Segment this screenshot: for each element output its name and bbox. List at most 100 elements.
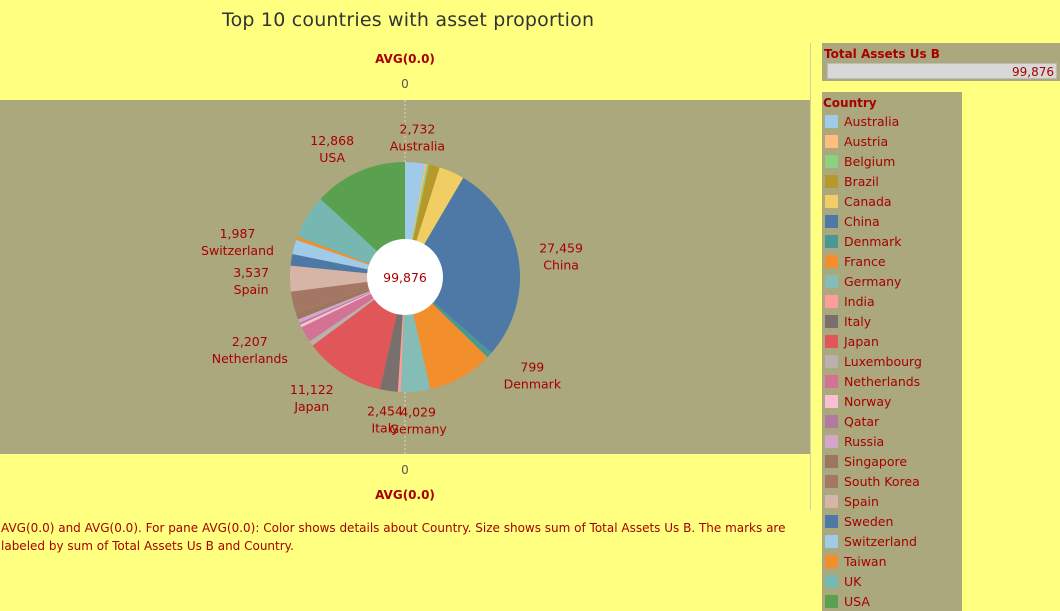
legend-label: China bbox=[844, 213, 880, 229]
legend-swatch bbox=[825, 374, 838, 388]
legend-label: Canada bbox=[844, 193, 892, 209]
legend-item-russia[interactable]: Russia bbox=[825, 433, 884, 449]
legend-item-japan[interactable]: Japan bbox=[825, 333, 879, 349]
legend-label: USA bbox=[844, 593, 870, 609]
slice-value: 3,537 bbox=[233, 265, 269, 280]
legend-swatch bbox=[825, 394, 838, 408]
legend-label: Norway bbox=[844, 393, 892, 409]
legend-swatch bbox=[825, 274, 838, 288]
legend-label: Italy bbox=[844, 313, 872, 329]
legend-label: Russia bbox=[844, 433, 885, 449]
country-legend: Country Australia Austria Belgium Brazil Can… bbox=[822, 92, 962, 611]
legend-swatch bbox=[825, 174, 838, 188]
total-assets-bar: 99,876 bbox=[827, 63, 1057, 79]
legend-swatch bbox=[825, 514, 838, 528]
legend-item-sweden[interactable]: Sweden bbox=[825, 513, 893, 529]
pie-slice-spain[interactable] bbox=[290, 265, 405, 292]
legend-label: Australia bbox=[844, 113, 900, 129]
top-axis-title: AVG(0.0) bbox=[375, 52, 435, 66]
legend-item-austria[interactable]: Austria bbox=[825, 133, 888, 149]
legend-item-italy[interactable]: Italy bbox=[825, 313, 871, 329]
legend-label: India bbox=[844, 293, 875, 309]
slice-country: Denmark bbox=[504, 376, 562, 391]
legend-swatch bbox=[825, 254, 838, 268]
legend-label: Denmark bbox=[844, 233, 902, 249]
legend-label: Luxembourg bbox=[844, 353, 922, 369]
legend-item-spain[interactable]: Spain bbox=[825, 493, 879, 509]
slice-country: Spain bbox=[234, 282, 269, 297]
legend-label: Belgium bbox=[844, 153, 896, 169]
legend-swatch bbox=[825, 234, 838, 248]
slice-country: China bbox=[543, 257, 579, 272]
slice-value: 2,732 bbox=[400, 122, 436, 137]
slice-value: 799 bbox=[520, 359, 544, 374]
legend-swatch bbox=[825, 194, 838, 208]
slice-value: 27,459 bbox=[539, 240, 583, 255]
slice-value: 11,122 bbox=[290, 382, 334, 397]
legend-item-taiwan[interactable]: Taiwan bbox=[825, 553, 887, 569]
legend-item-luxembourg[interactable]: Luxembourg bbox=[825, 353, 922, 369]
legend-item-australia[interactable]: Australia bbox=[825, 113, 899, 129]
total-assets-value: 99,876 bbox=[1012, 65, 1054, 79]
legend-label: Qatar bbox=[844, 413, 880, 429]
legend-item-brazil[interactable]: Brazil bbox=[825, 173, 879, 189]
legend-item-qatar[interactable]: Qatar bbox=[825, 413, 879, 429]
legend-item-china[interactable]: China bbox=[825, 213, 880, 229]
legend-swatch bbox=[825, 354, 838, 368]
legend-item-netherlands[interactable]: Netherlands bbox=[825, 373, 920, 389]
legend-item-france[interactable]: France bbox=[825, 253, 886, 269]
legend-swatch bbox=[825, 454, 838, 468]
legend-swatch bbox=[825, 574, 838, 588]
slice-label-australia: 2,732 Australia bbox=[390, 122, 445, 154]
legend-label: Singapore bbox=[844, 453, 908, 469]
slice-label-china: 27,459 China bbox=[539, 240, 583, 272]
slice-country: Netherlands bbox=[212, 351, 288, 366]
total-assets-panel: Total Assets Us B 99,876 bbox=[822, 43, 1060, 81]
legend-label: Japan bbox=[844, 333, 879, 349]
pie-slice-china[interactable] bbox=[405, 177, 520, 353]
slice-label-usa: 12,868 USA bbox=[310, 133, 354, 165]
slice-country: USA bbox=[319, 150, 345, 165]
legend-swatch bbox=[825, 214, 838, 228]
legend-item-uk[interactable]: UK bbox=[825, 573, 861, 589]
slice-country: Switzerland bbox=[201, 243, 274, 258]
legend-label: Brazil bbox=[844, 173, 879, 189]
slice-label-denmark: 799 Denmark bbox=[504, 359, 562, 391]
slice-label-spain: 3,537 Spain bbox=[233, 265, 269, 297]
chart-frame: AVG(0.0) 0 0 AVG(0.0) bbox=[0, 43, 811, 510]
legend-item-belgium[interactable]: Belgium bbox=[825, 153, 895, 169]
legend-label: Switzerland bbox=[844, 533, 917, 549]
legend-label: Netherlands bbox=[844, 373, 921, 389]
bottom-axis-title: AVG(0.0) bbox=[375, 488, 435, 502]
legend-item-usa[interactable]: USA bbox=[825, 593, 870, 609]
legend-swatch bbox=[825, 554, 838, 568]
legend-swatch bbox=[825, 294, 838, 308]
legend-swatch bbox=[825, 334, 838, 348]
legend-swatch bbox=[825, 154, 838, 168]
legend-swatch bbox=[825, 314, 838, 328]
legend-item-singapore[interactable]: Singapore bbox=[825, 453, 907, 469]
legend-swatch bbox=[825, 414, 838, 428]
slice-label-germany: 4,029 Germany bbox=[389, 404, 447, 436]
chart-pane: 99,876 2,732 Australia 27,459 China 799 Denmar… bbox=[0, 100, 810, 454]
slice-value: 2,207 bbox=[232, 334, 268, 349]
pie-center-total: 99,876 bbox=[383, 270, 427, 285]
legend-item-south-korea[interactable]: South Korea bbox=[825, 473, 920, 489]
legend-label: Spain bbox=[844, 493, 879, 509]
legend-label: UK bbox=[844, 573, 862, 589]
legend-swatch bbox=[825, 494, 838, 508]
legend-title: Country bbox=[823, 96, 877, 110]
legend-label: Germany bbox=[844, 273, 902, 289]
legend-item-canada[interactable]: Canada bbox=[825, 193, 892, 209]
legend-item-norway[interactable]: Norway bbox=[825, 393, 891, 409]
legend-item-india[interactable]: India bbox=[825, 293, 875, 309]
legend-swatch bbox=[825, 114, 838, 128]
legend-item-denmark[interactable]: Denmark bbox=[825, 233, 901, 249]
slice-label-netherlands: 2,207 Netherlands bbox=[212, 334, 288, 366]
legend-item-germany[interactable]: Germany bbox=[825, 273, 901, 289]
legend-item-switzerland[interactable]: Switzerland bbox=[825, 533, 917, 549]
slice-value: 1,987 bbox=[220, 226, 256, 241]
legend-label: Sweden bbox=[844, 513, 894, 529]
legend-swatch bbox=[825, 474, 838, 488]
slice-label-switzerland: 1,987 Switzerland bbox=[201, 226, 274, 258]
